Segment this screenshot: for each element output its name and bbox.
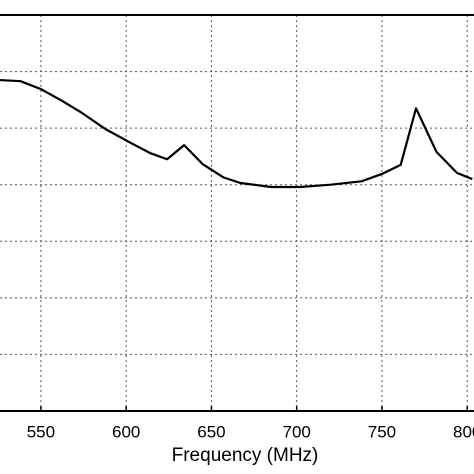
x-tick-label: 800 bbox=[453, 422, 474, 441]
x-tick-label: 550 bbox=[27, 422, 55, 441]
data-line bbox=[0, 78, 473, 189]
x-tick-label: 600 bbox=[112, 422, 140, 441]
x-tick-label: 650 bbox=[197, 422, 225, 441]
x-tick-label: 750 bbox=[368, 422, 396, 441]
x-tick-label: 700 bbox=[282, 422, 310, 441]
x-axis-label: Frequency (MHz) bbox=[172, 445, 319, 466]
